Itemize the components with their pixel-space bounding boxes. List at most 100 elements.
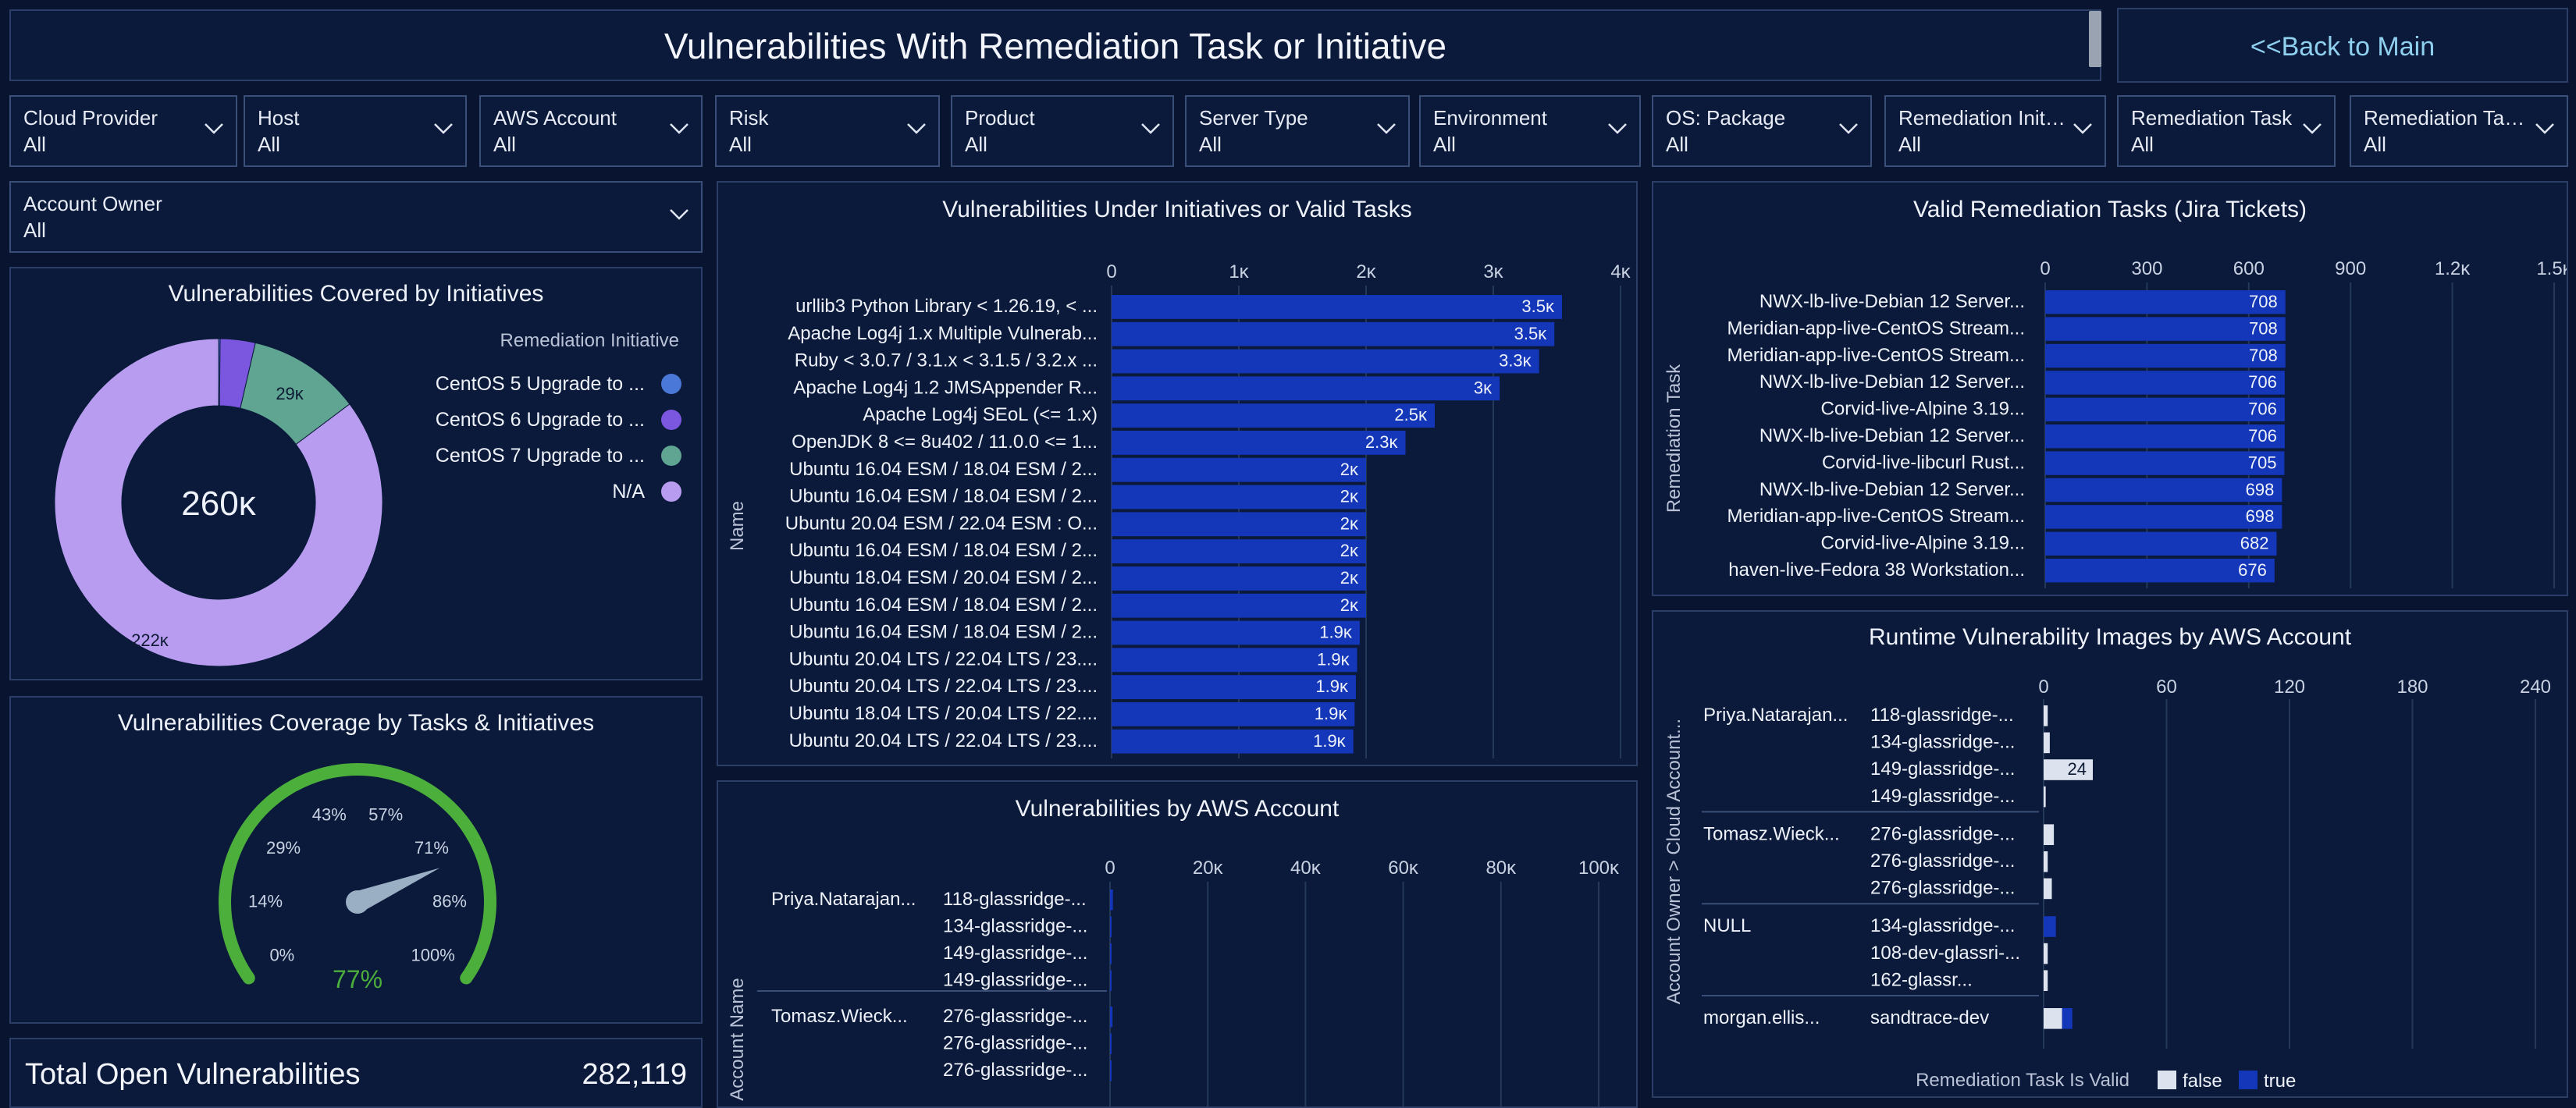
vuln-initiatives-chart[interactable]: 0 1κ 2κ 3κ 4κ Name urllib3 Python Library < 1.…	[718, 183, 1636, 765]
bar[interactable]	[1112, 729, 1354, 754]
filter-dropdown[interactable]: Risk All	[715, 95, 940, 167]
bar-false[interactable]	[2044, 878, 2052, 900]
bar-false[interactable]	[2044, 732, 2050, 754]
bar[interactable]	[2045, 424, 2285, 449]
bar-category-label: Ubuntu 20.04 LTS / 22.04 LTS / 23....	[789, 648, 1098, 669]
runtime-images-chart[interactable]: 0 60 120 180 240 Account Owner > Cloud Accoun…	[1653, 612, 2567, 1096]
bar[interactable]	[2045, 397, 2285, 421]
bar-category-label: NWX-lb-live-Debian 12 Server...	[1759, 479, 2025, 500]
bar[interactable]	[2045, 478, 2282, 503]
bar[interactable]	[1112, 485, 1366, 510]
filter-dropdown[interactable]: OS: Package All	[1652, 95, 1872, 167]
x-tick-label: 240	[2520, 677, 2551, 698]
bar[interactable]	[1112, 295, 1563, 319]
bar[interactable]	[1112, 539, 1366, 563]
chevron-down-icon	[670, 123, 688, 134]
valid-tasks-chart[interactable]: 0 300 600 900 1.2κ 1.5κ Remediation Task NWX-lb…	[1653, 183, 2567, 595]
filter-dropdown[interactable]: Environment All	[1419, 95, 1641, 167]
bar[interactable]	[1112, 403, 1436, 428]
bar-value-label: 2.5κ	[1394, 405, 1428, 424]
bar[interactable]	[1112, 349, 1539, 374]
x-tick-label: 3κ	[1483, 261, 1503, 282]
back-to-main-button[interactable]: <<Back to Main	[2117, 8, 2568, 83]
bar-true[interactable]	[2062, 1008, 2073, 1029]
bar[interactable]	[1110, 943, 1112, 964]
donut-chart[interactable]: 29κ 222κ 260κ Remediation Initiative CentOS …	[11, 268, 701, 679]
bar-false[interactable]	[2044, 970, 2048, 991]
bar-category-label: 276-glassridge-...	[943, 1006, 1087, 1027]
filter-dropdown[interactable]: Host All	[244, 95, 467, 167]
filter-dropdown[interactable]: Remediation Task All	[2117, 95, 2336, 167]
bar-category-label: Ubuntu 16.04 ESM / 18.04 ESM / 2...	[789, 459, 1098, 480]
group-owner-label: Tomasz.Wieck...	[1703, 823, 1840, 844]
bar[interactable]	[1112, 620, 1360, 645]
bar-category-label: 118-glassridge-...	[1870, 705, 2014, 726]
filter-dropdown[interactable]: Remediation Initiati... All	[1884, 95, 2106, 167]
x-tick-label: 1.2κ	[2435, 258, 2471, 279]
bar[interactable]	[1112, 593, 1366, 618]
bar[interactable]	[1112, 648, 1357, 673]
filter-dropdown[interactable]: Account Owner All	[9, 181, 703, 253]
bar[interactable]	[2045, 505, 2282, 529]
bar[interactable]	[1112, 675, 1356, 699]
valid-tasks-title: Valid Remediation Tasks (Jira Tickets)	[1912, 197, 2307, 222]
bar-false[interactable]	[2044, 759, 2093, 780]
filter-label: Remediation Initiati...	[1898, 106, 2065, 130]
bar[interactable]	[2045, 371, 2285, 395]
legend-item-label: true	[2264, 1071, 2296, 1092]
bar-false[interactable]	[2044, 786, 2046, 808]
bar[interactable]	[2045, 559, 2275, 583]
gauge-chart[interactable]: 0% 14% 29% 43% 57% 71% 86% 100% 77%	[11, 698, 701, 1022]
bar-true[interactable]	[2044, 916, 2056, 937]
gauge-tick-label: 14%	[248, 892, 283, 911]
bar[interactable]	[1110, 1033, 1112, 1055]
bar-false[interactable]	[2044, 943, 2048, 964]
x-tick-label: 40κ	[1290, 858, 1322, 879]
bar[interactable]	[2045, 317, 2286, 341]
bar[interactable]	[2045, 290, 2286, 314]
bar-false[interactable]	[2044, 705, 2048, 726]
filter-dropdown[interactable]: Cloud Provider All	[9, 95, 237, 167]
bar[interactable]	[1112, 702, 1355, 726]
gauge-panel: Vulnerabilities Coverage by Tasks & Init…	[9, 696, 703, 1024]
donut-slice[interactable]	[54, 338, 383, 667]
bar[interactable]	[2045, 531, 2277, 556]
legend-swatch	[661, 481, 681, 502]
chevron-down-icon	[907, 123, 926, 134]
filter-dropdown[interactable]: AWS Account All	[479, 95, 703, 167]
bar[interactable]	[1110, 1060, 1112, 1081]
group-owner-label: morgan.ellis...	[1703, 1007, 1820, 1028]
title-scrollbar[interactable]	[2089, 11, 2101, 67]
bar-false[interactable]	[2044, 851, 2048, 872]
bar[interactable]	[2045, 451, 2285, 475]
filter-dropdown[interactable]: Server Type All	[1185, 95, 1410, 167]
bar[interactable]	[1110, 970, 1112, 992]
bar[interactable]	[1110, 916, 1112, 938]
bar-false[interactable]	[2044, 824, 2055, 845]
donut-title: Vulnerabilities Covered by Initiatives	[168, 281, 544, 307]
bar[interactable]	[1112, 431, 1406, 455]
filter-value: All	[1199, 133, 1222, 156]
gauge-needle	[353, 868, 440, 912]
bar-category-label: 149-glassridge-...	[1870, 758, 2015, 780]
bar-category-label: 134-glassridge-...	[943, 916, 1087, 937]
vuln-aws-chart[interactable]: 0 20κ 40κ 60κ 80κ 100κ Account Name Priya.Natar…	[718, 782, 1636, 1106]
bar[interactable]	[1112, 566, 1366, 591]
filter-label: Remediation Task	[2131, 106, 2293, 130]
gauge-value-label: 77%	[333, 965, 382, 993]
filter-value: All	[258, 133, 280, 156]
bar[interactable]	[1110, 1007, 1113, 1028]
bar[interactable]	[1112, 512, 1366, 537]
bar-false[interactable]	[2044, 1008, 2062, 1029]
bar-category-label: 162-glassr...	[1870, 969, 1973, 990]
filter-dropdown[interactable]: Remediation Task I... All	[2350, 95, 2568, 167]
bar[interactable]	[2045, 343, 2286, 368]
chevron-down-icon	[670, 209, 688, 220]
bar[interactable]	[1112, 457, 1366, 482]
bar-value-label: 676	[2238, 560, 2267, 580]
bar[interactable]	[1110, 890, 1113, 911]
bar[interactable]	[1112, 376, 1500, 401]
bar[interactable]	[1112, 321, 1555, 346]
vuln-aws-title: Vulnerabilities by AWS Account	[1015, 796, 1340, 822]
filter-dropdown[interactable]: Product All	[951, 95, 1174, 167]
